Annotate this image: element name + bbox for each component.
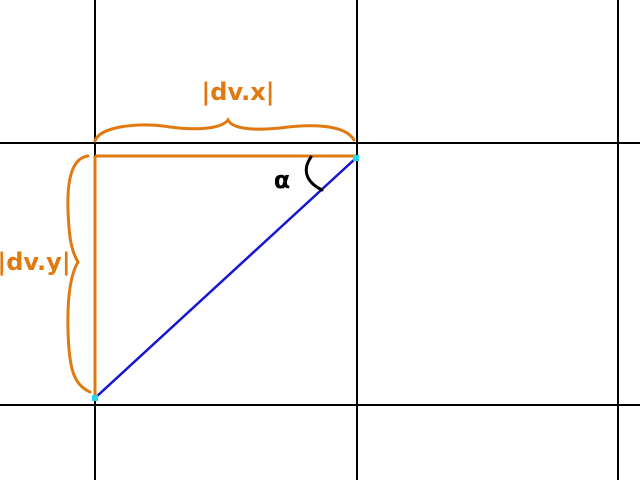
- start-point: [92, 395, 98, 401]
- dx-label: |dv.x|: [202, 78, 275, 106]
- hypotenuse-vector: [94, 157, 357, 399]
- left-brace: [66, 154, 92, 394]
- angle-arc: [304, 155, 324, 192]
- triangle-legs: [93, 154, 356, 398]
- top-brace: [93, 117, 356, 143]
- dy-label: |dv.y|: [0, 248, 71, 276]
- end-point: [353, 155, 359, 161]
- angle-label: α: [274, 166, 291, 194]
